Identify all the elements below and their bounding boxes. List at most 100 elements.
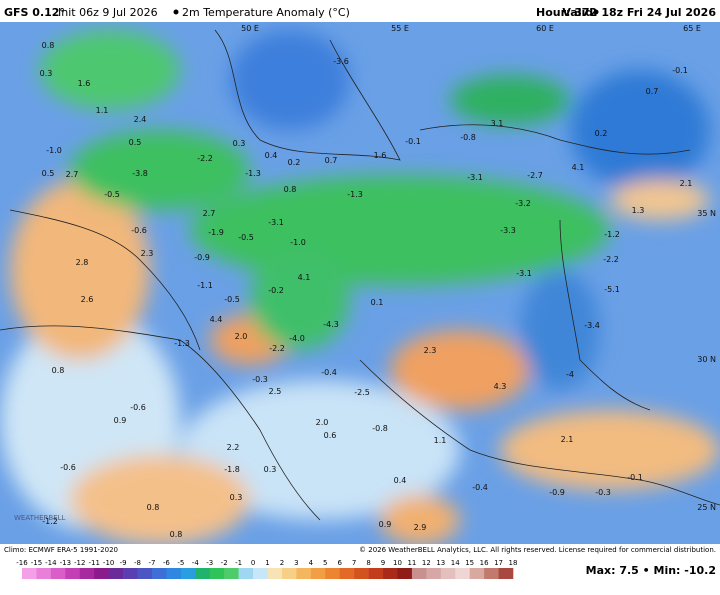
anomaly-label: -0.1 <box>405 137 421 146</box>
anomaly-label: 0.9 <box>114 416 127 425</box>
colorbar-label: 17 <box>494 559 503 567</box>
colorbar-label: -15 <box>31 559 42 567</box>
colorbar-label: 0 <box>251 559 255 567</box>
geo-label: 60 E <box>536 24 554 33</box>
anomaly-label: 2.1 <box>561 435 574 444</box>
colorbar-label: -10 <box>103 559 114 567</box>
anomaly-label: 0.3 <box>230 493 243 502</box>
colorbar-swatch <box>281 568 297 579</box>
anomaly-label: -2.2 <box>603 255 619 264</box>
anomaly-label: 0.8 <box>284 185 297 194</box>
colorbar-swatch <box>368 568 384 579</box>
anomaly-label: -0.6 <box>130 403 146 412</box>
anomaly-label: 0.4 <box>265 151 278 160</box>
colorbar-swatch <box>79 568 95 579</box>
anomaly-label: 0.7 <box>325 156 338 165</box>
anomaly-label: -0.9 <box>549 488 565 497</box>
anomaly-label: 2.0 <box>316 418 329 427</box>
anomaly-label: -1.0 <box>290 238 306 247</box>
colorbar-swatch <box>397 568 413 579</box>
anomaly-label: -3.1 <box>467 173 483 182</box>
separator <box>593 9 599 15</box>
anomaly-label: 2.0 <box>235 332 248 341</box>
colorbar-swatch <box>123 568 138 579</box>
anomaly-label: -0.4 <box>472 483 488 492</box>
separator <box>173 9 179 15</box>
colorbar-swatch <box>94 568 109 579</box>
anomaly-label: 4.1 <box>298 273 311 282</box>
geo-label: 50 E <box>241 24 259 33</box>
colorbar-label: -1 <box>235 559 242 567</box>
colorbar-swatch <box>426 568 442 579</box>
anomaly-label: -4 <box>566 370 574 379</box>
colorbar-swatch <box>411 568 427 579</box>
forecast-hour: Hour: 372 <box>536 6 597 19</box>
anomaly-label: -0.1 <box>627 473 643 482</box>
anomaly-label: 2.2 <box>227 443 240 452</box>
geo-label: 55 E <box>391 24 409 33</box>
logo: WEATHERBELL <box>14 514 66 522</box>
anomaly-label: -0.2 <box>268 286 284 295</box>
valid-time: Valid: 18z Fri 24 Jul 2026 <box>562 6 716 19</box>
colorbar-label: 12 <box>422 559 431 567</box>
anomaly-label: -5.1 <box>604 285 620 294</box>
anomaly-label: 0.3 <box>40 69 53 78</box>
anomaly-label: -0.5 <box>224 295 240 304</box>
colorbar-label: 3 <box>294 559 298 567</box>
colorbar-label: 14 <box>451 559 460 567</box>
anomaly-label: -2.2 <box>197 154 213 163</box>
anomaly-label: 0.1 <box>371 298 384 307</box>
colorbar-swatch <box>267 568 283 579</box>
anomaly-label: -1.3 <box>174 339 190 348</box>
anomaly-label: -1.9 <box>208 228 224 237</box>
anomaly-label: 2.7 <box>66 170 79 179</box>
anomaly-label: 0.8 <box>42 41 55 50</box>
colorbar-label: 7 <box>352 559 356 567</box>
colorbar-swatch <box>195 568 211 579</box>
colorbar-swatch <box>224 568 239 579</box>
anomaly-label: 2.5 <box>269 387 282 396</box>
anomaly-label: 0.7 <box>646 87 659 96</box>
anomaly-label: 2.9 <box>414 523 427 532</box>
colorbar-label: 5 <box>323 559 327 567</box>
colorbar-swatch <box>166 568 182 579</box>
anomaly-label: -0.5 <box>238 233 254 242</box>
borders <box>0 29 720 521</box>
colorbar-label: 10 <box>393 559 402 567</box>
anomaly-label: -0.6 <box>131 226 147 235</box>
anomaly-label: 0.5 <box>129 138 142 147</box>
anomaly-label: 2.7 <box>203 209 216 218</box>
climo-note: Climo: ECMWF ERA-5 1991-2020 <box>4 546 118 554</box>
colorbar-label: 1 <box>265 559 269 567</box>
anomaly-label: -2.7 <box>527 171 543 180</box>
anomaly-label: 0.5 <box>42 169 55 178</box>
colorbar-label: 9 <box>381 559 385 567</box>
map-labels: 0.8 0.3 1.6 1.1 2.4 -1.0 0.5 0.3 -2.2 0.4 0.2 0.7 1.… <box>40 41 693 539</box>
anomaly-label: -0.6 <box>60 463 76 472</box>
colorbar-label: -11 <box>88 559 99 567</box>
anomaly-label: -1.2 <box>604 230 620 239</box>
product-name: 2m Temperature Anomaly (°C) <box>182 6 350 19</box>
anomaly-label: 0.4 <box>394 476 407 485</box>
colorbar-label: -13 <box>60 559 71 567</box>
anomaly-label: -1.2 <box>42 517 58 526</box>
colorbar-label: -6 <box>163 559 171 567</box>
anomaly-label: -0.8 <box>372 424 388 433</box>
anomaly-label: 0.6 <box>324 431 337 440</box>
colorbar-swatch <box>469 568 485 579</box>
anomaly-label: 1.1 <box>96 106 109 115</box>
anomaly-label: 1.6 <box>78 79 91 88</box>
anomaly-label: 0.8 <box>170 530 183 539</box>
anomaly-label: -1.1 <box>197 281 213 290</box>
colorbar-swatch <box>65 568 81 579</box>
colorbar-swatch <box>238 568 254 579</box>
colorbar-swatch <box>325 568 341 579</box>
colorbar-label: 2 <box>280 559 284 567</box>
anomaly-label: -1.3 <box>245 169 261 178</box>
anomaly-label: 2.3 <box>424 346 437 355</box>
colorbar: -16 -15 -14 -13 -12 -11 -10 -9 -8 -7 -6 -5 -4 -3 -2 -1 0… <box>16 559 517 579</box>
anomaly-label: 0.8 <box>147 503 160 512</box>
anomaly-label: -3.3 <box>500 226 516 235</box>
anomaly-label: -3.6 <box>333 57 349 66</box>
anomaly-label: 0.3 <box>233 139 246 148</box>
